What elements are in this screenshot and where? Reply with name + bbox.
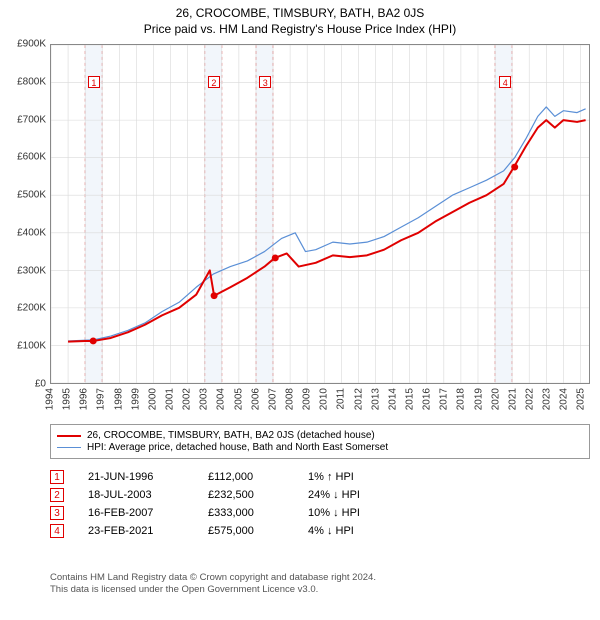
legend: 26, CROCOMBE, TIMSBURY, BATH, BA2 0JS (d…: [50, 424, 590, 459]
x-tick-label: 2001: [165, 388, 176, 410]
x-tick-label: 2003: [199, 388, 210, 410]
x-tick-label: 1997: [96, 388, 107, 410]
legend-swatch: [57, 435, 81, 437]
sales-price: £333,000: [208, 507, 308, 519]
x-tick-label: 2009: [302, 388, 313, 410]
band-label: 1: [88, 76, 100, 88]
sales-date: 23-FEB-2021: [88, 525, 208, 537]
chart: £0£100K£200K£300K£400K£500K£600K£700K£80…: [50, 44, 590, 384]
x-tick-label: 2006: [250, 388, 261, 410]
sales-price: £575,000: [208, 525, 308, 537]
y-tick-label: £700K: [0, 114, 46, 125]
legend-label: HPI: Average price, detached house, Bath…: [87, 442, 388, 453]
y-tick-label: £800K: [0, 76, 46, 87]
x-tick-label: 2018: [456, 388, 467, 410]
x-tick-label: 1998: [113, 388, 124, 410]
y-tick-label: £400K: [0, 227, 46, 238]
y-tick-label: £0: [0, 379, 46, 390]
sales-row: 2 18-JUL-2003£232,50024% ↓ HPI: [50, 488, 590, 502]
x-tick-label: 2000: [147, 388, 158, 410]
sales-marker: 1: [50, 470, 64, 484]
x-tick-label: 2007: [267, 388, 278, 410]
sales-date: 16-FEB-2007: [88, 507, 208, 519]
x-tick-label: 2005: [233, 388, 244, 410]
sales-marker: 2: [50, 488, 64, 502]
y-tick-label: £500K: [0, 190, 46, 201]
y-tick-label: £300K: [0, 265, 46, 276]
band-label: 2: [208, 76, 220, 88]
x-tick-label: 2025: [576, 388, 587, 410]
x-tick-label: 1996: [79, 388, 90, 410]
x-tick-label: 1999: [130, 388, 141, 410]
titles: 26, CROCOMBE, TIMSBURY, BATH, BA2 0JS Pr…: [0, 0, 600, 36]
x-tick-label: 2014: [387, 388, 398, 410]
legend-swatch: [57, 447, 81, 449]
sales-date: 21-JUN-1996: [88, 471, 208, 483]
sales-price: £232,500: [208, 489, 308, 501]
sales-date: 18-JUL-2003: [88, 489, 208, 501]
x-tick-label: 2016: [422, 388, 433, 410]
plot-svg: [51, 45, 589, 383]
x-tick-label: 2015: [405, 388, 416, 410]
x-tick-label: 2020: [490, 388, 501, 410]
legend-label: 26, CROCOMBE, TIMSBURY, BATH, BA2 0JS (d…: [87, 430, 375, 441]
x-tick-label: 2022: [525, 388, 536, 410]
x-tick-label: 2017: [439, 388, 450, 410]
sales-price: £112,000: [208, 471, 308, 483]
x-tick-label: 2023: [542, 388, 553, 410]
attribution-line1: Contains HM Land Registry data © Crown c…: [50, 572, 590, 584]
title-address: 26, CROCOMBE, TIMSBURY, BATH, BA2 0JS: [0, 6, 600, 20]
x-tick-label: 2004: [216, 388, 227, 410]
title-subtitle: Price paid vs. HM Land Registry's House …: [0, 22, 600, 36]
sales-marker: 4: [50, 524, 64, 538]
x-tick-label: 2024: [559, 388, 570, 410]
sales-row: 4 23-FEB-2021£575,0004% ↓ HPI: [50, 524, 590, 538]
x-tick-label: 2019: [473, 388, 484, 410]
legend-row: 26, CROCOMBE, TIMSBURY, BATH, BA2 0JS (d…: [57, 430, 583, 441]
legend-row: HPI: Average price, detached house, Bath…: [57, 442, 583, 453]
x-tick-label: 2008: [285, 388, 296, 410]
band-label: 3: [259, 76, 271, 88]
sales-row: 3 16-FEB-2007£333,00010% ↓ HPI: [50, 506, 590, 520]
sales-marker: 3: [50, 506, 64, 520]
sales-diff: 24% ↓ HPI: [308, 489, 428, 501]
x-tick-label: 2013: [370, 388, 381, 410]
x-tick-label: 1994: [45, 388, 56, 410]
sales-row: 1 21-JUN-1996£112,0001% ↑ HPI: [50, 470, 590, 484]
sales-diff: 10% ↓ HPI: [308, 507, 428, 519]
page: 26, CROCOMBE, TIMSBURY, BATH, BA2 0JS Pr…: [0, 0, 600, 620]
y-tick-label: £200K: [0, 303, 46, 314]
x-tick-label: 2010: [319, 388, 330, 410]
sales-diff: 4% ↓ HPI: [308, 525, 428, 537]
y-tick-label: £100K: [0, 341, 46, 352]
attribution-line2: This data is licensed under the Open Gov…: [50, 584, 590, 596]
y-tick-label: £900K: [0, 39, 46, 50]
y-tick-label: £600K: [0, 152, 46, 163]
attribution: Contains HM Land Registry data © Crown c…: [50, 572, 590, 597]
plot-area: 1 2 3 4: [50, 44, 590, 384]
band-label: 4: [499, 76, 511, 88]
x-tick-label: 2021: [507, 388, 518, 410]
x-tick-label: 2011: [336, 388, 347, 410]
sales-diff: 1% ↑ HPI: [308, 471, 428, 483]
x-tick-label: 2002: [182, 388, 193, 410]
x-tick-label: 2012: [353, 388, 364, 410]
x-tick-label: 1995: [62, 388, 73, 410]
sales-table: 1 21-JUN-1996£112,0001% ↑ HPI 2 18-JUL-2003…: [50, 466, 590, 542]
